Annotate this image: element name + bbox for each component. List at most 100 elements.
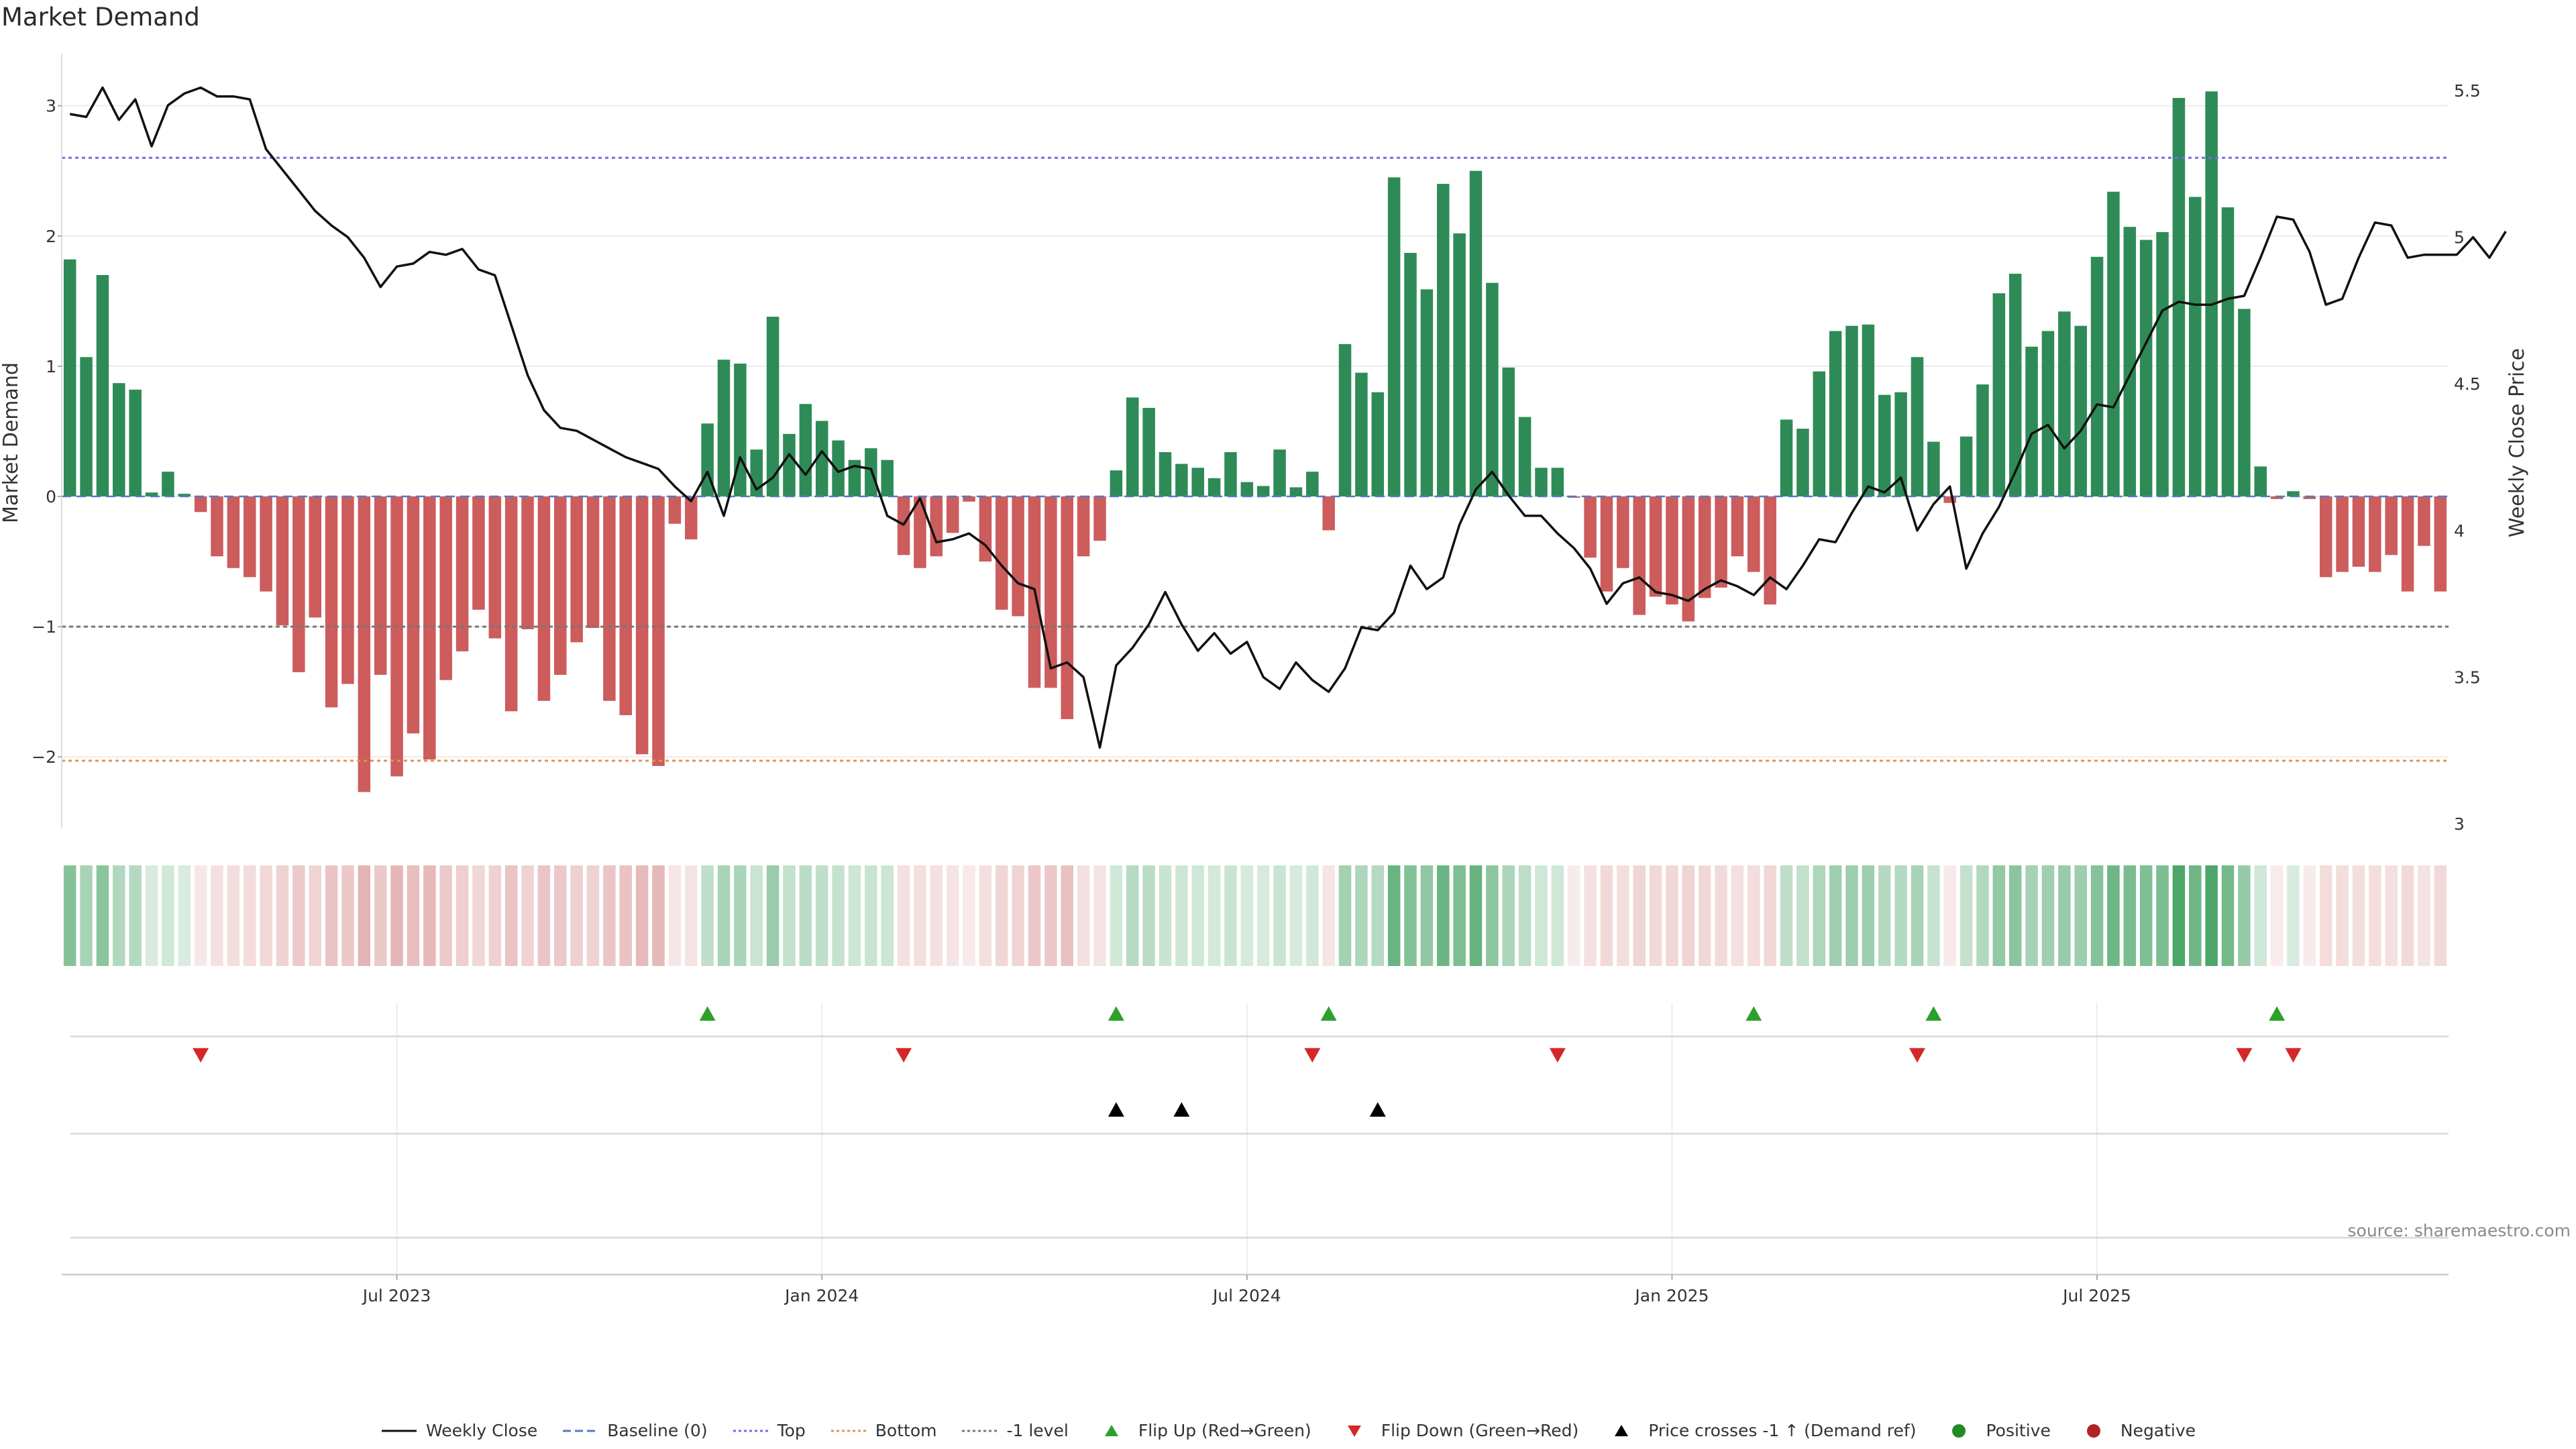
heat-cell (1780, 865, 1793, 966)
flip-up-marker (1108, 1006, 1124, 1021)
heat-cell (2270, 865, 2284, 966)
heat-cell (1077, 865, 1090, 966)
flip-down-marker (896, 1048, 912, 1063)
negative-bar (455, 496, 469, 651)
negative-bar (1682, 496, 1695, 622)
negative-bar (1748, 496, 1760, 572)
heat-cell (1682, 865, 1695, 966)
positive-bar (2238, 309, 2251, 496)
legend-swatch (563, 1430, 598, 1432)
heat-cell (129, 865, 142, 966)
flip-down-marker (1909, 1048, 1925, 1063)
y-tick-label: −2 (32, 747, 56, 767)
negative-bar (439, 496, 452, 680)
x-tick-label: Jul 2023 (362, 1286, 431, 1305)
flip-up-marker (1925, 1006, 1942, 1021)
flip-up-marker (699, 1006, 716, 1021)
heat-cell (1715, 865, 1727, 966)
heat-cell (472, 865, 485, 966)
heat-cell (80, 865, 93, 966)
heat-cell (1126, 865, 1139, 966)
positive-bar (145, 492, 158, 496)
positive-bar (162, 472, 174, 496)
heat-cell (1666, 865, 1678, 966)
heat-cell (1159, 865, 1172, 966)
positive-bar (881, 460, 894, 496)
heat-cell (423, 865, 436, 966)
heat-cell (1764, 865, 1776, 966)
legend-item: Baseline (0) (561, 1421, 708, 1440)
legend-label: Baseline (0) (607, 1421, 708, 1440)
heat-cell (1960, 865, 1973, 966)
positive-bar (80, 357, 93, 496)
heat-cell (963, 865, 975, 966)
heat-cell (1142, 865, 1155, 966)
heat-cell (701, 865, 714, 966)
heat-cell (227, 865, 240, 966)
negative-bar (570, 496, 583, 643)
heat-cell (1796, 865, 1809, 966)
heat-cell (1617, 865, 1629, 966)
positive-bar (1126, 397, 1139, 496)
price-cross-marker (1173, 1102, 1190, 1117)
heat-cell (211, 865, 223, 966)
legend-label: -1 level (1006, 1421, 1069, 1440)
negative-bar (2385, 496, 2398, 555)
heat-cell (162, 865, 174, 966)
heat-cell (1338, 865, 1352, 966)
heat-cell (897, 865, 910, 966)
heat-cell (521, 865, 534, 966)
x-tick-label: Jan 2025 (1633, 1286, 1709, 1305)
negative-bar (1666, 496, 1678, 605)
heat-cell (1813, 865, 1826, 966)
heat-cell (2172, 865, 2186, 966)
legend-swatch (733, 1430, 768, 1432)
positive-bar (1518, 417, 1532, 496)
heat-cell (439, 865, 452, 966)
positive-bar (1420, 289, 1434, 496)
legend-item: Negative (2075, 1421, 2196, 1440)
positive-bar (2254, 466, 2267, 496)
heat-cell (63, 865, 76, 966)
heat-cell (407, 865, 420, 966)
legend-label: Positive (1986, 1421, 2051, 1440)
weekly-close-line (69, 86, 2507, 749)
heat-cell (996, 865, 1008, 966)
positive-bar (1796, 429, 1809, 496)
legend-item: Top (732, 1421, 806, 1440)
negative-bar (1600, 496, 1613, 592)
positive-bar (1894, 392, 1907, 496)
heat-cell (1551, 865, 1564, 966)
negative-bar (554, 496, 567, 675)
flip-up-marker (1320, 1006, 1337, 1021)
heat-cell (2254, 865, 2267, 966)
positive-bar (2041, 331, 2055, 496)
positive-bar (2189, 197, 2202, 496)
negative-bar (211, 496, 223, 557)
heat-cell (1224, 865, 1237, 966)
negative-bar (1943, 496, 1956, 503)
positive-bar (1992, 293, 2006, 496)
positive-bar (1976, 384, 1989, 496)
negative-bar (2352, 496, 2365, 567)
heat-cell (717, 865, 731, 966)
flip-down-marker (193, 1048, 209, 1063)
heat-cell (374, 865, 387, 966)
flip-down-marker (1304, 1048, 1321, 1063)
positive-bar (1436, 184, 1450, 496)
positive-bar (1273, 449, 1286, 496)
positive-bar (1829, 331, 1842, 496)
axes: 3 2 1 0 −1 −2 5.5 5 4.5 4 3.5 3 Market Demand Weekly … (0, 54, 2529, 1305)
negative-bar (325, 496, 338, 708)
heat-cell (2025, 865, 2038, 966)
heat-cell (178, 865, 191, 966)
heat-cell (2058, 865, 2071, 966)
heat-cell (145, 865, 158, 966)
negative-bar (407, 496, 420, 734)
positive-bar (2221, 207, 2235, 496)
positive-bar (2287, 491, 2300, 496)
y-tick-label: 2 (46, 227, 56, 246)
negative-bar (2270, 496, 2284, 499)
x-tick-label: Jul 2024 (1212, 1286, 1281, 1305)
heat-cell (2352, 865, 2365, 966)
